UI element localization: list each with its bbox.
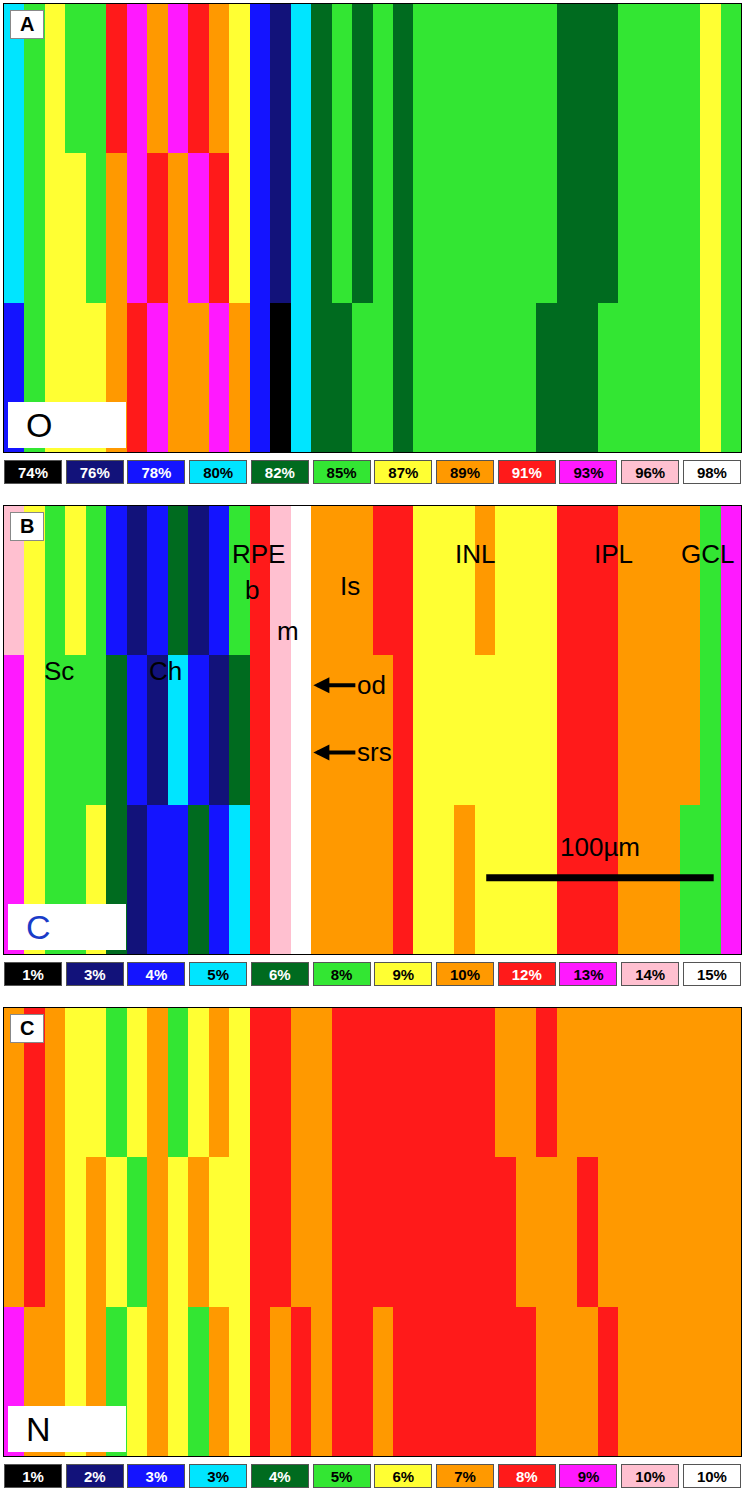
svg-text:m: m bbox=[277, 616, 299, 646]
html-text:3%: 3% bbox=[145, 1468, 168, 1485]
html-text:12%: 12% bbox=[511, 966, 542, 983]
html-text:B: B bbox=[20, 515, 35, 537]
html-text:89%: 89% bbox=[450, 464, 480, 481]
html-text:5%: 5% bbox=[330, 1468, 353, 1485]
html-text:13%: 13% bbox=[573, 966, 604, 983]
html-text:1%: 1% bbox=[22, 1468, 44, 1485]
html-text:C: C bbox=[20, 1017, 35, 1039]
html-text:91%: 91% bbox=[511, 464, 542, 481]
html-text:8%: 8% bbox=[515, 1468, 538, 1485]
html-text:15%: 15% bbox=[696, 966, 727, 983]
html-text:98%: 98% bbox=[696, 464, 727, 481]
html-text:N: N bbox=[26, 1410, 51, 1448]
html-text:6%: 6% bbox=[269, 966, 291, 983]
html-text:93%: 93% bbox=[573, 464, 604, 481]
html-text:9%: 9% bbox=[577, 1468, 600, 1485]
html-text:4%: 4% bbox=[145, 966, 168, 983]
svg-text:RPE: RPE bbox=[232, 539, 285, 569]
html-text:14%: 14% bbox=[635, 966, 666, 983]
html-text:82%: 82% bbox=[264, 464, 295, 481]
html-text:C: C bbox=[26, 908, 51, 946]
svg-text:INL: INL bbox=[455, 539, 495, 569]
svg-text:Sc: Sc bbox=[44, 656, 74, 686]
svg-text:GCL: GCL bbox=[681, 539, 734, 569]
svg-text:Ch: Ch bbox=[149, 656, 182, 686]
html-text:96%: 96% bbox=[635, 464, 666, 481]
html-text:4%: 4% bbox=[269, 1468, 291, 1485]
html-text:78%: 78% bbox=[141, 464, 172, 481]
svg-text:100µm: 100µm bbox=[560, 832, 640, 862]
html-text:1%: 1% bbox=[22, 966, 44, 983]
html-text:A: A bbox=[20, 13, 35, 35]
html-text:10%: 10% bbox=[450, 966, 480, 983]
html-text:76%: 76% bbox=[79, 464, 110, 481]
html-text:3%: 3% bbox=[207, 1468, 229, 1485]
svg-text:Is: Is bbox=[340, 571, 360, 601]
html-text:8%: 8% bbox=[330, 966, 353, 983]
svg-text:srs: srs bbox=[357, 737, 392, 767]
html-text:10%: 10% bbox=[635, 1468, 666, 1485]
html-text:80%: 80% bbox=[203, 464, 234, 481]
html-text:87%: 87% bbox=[388, 464, 419, 481]
html-text:7%: 7% bbox=[454, 1468, 476, 1485]
html-text:9%: 9% bbox=[392, 966, 415, 983]
svg-text:od: od bbox=[357, 670, 386, 700]
svg-text:IPL: IPL bbox=[594, 539, 633, 569]
html-text:2%: 2% bbox=[83, 1468, 106, 1485]
html-text:10%: 10% bbox=[696, 1468, 727, 1485]
svg-text:b: b bbox=[245, 575, 259, 605]
html-text:3%: 3% bbox=[83, 966, 106, 983]
html-text:O: O bbox=[26, 406, 53, 444]
html-text:5%: 5% bbox=[207, 966, 229, 983]
html-text:74%: 74% bbox=[18, 464, 48, 481]
html-text:85%: 85% bbox=[326, 464, 357, 481]
html-text:6%: 6% bbox=[392, 1468, 415, 1485]
